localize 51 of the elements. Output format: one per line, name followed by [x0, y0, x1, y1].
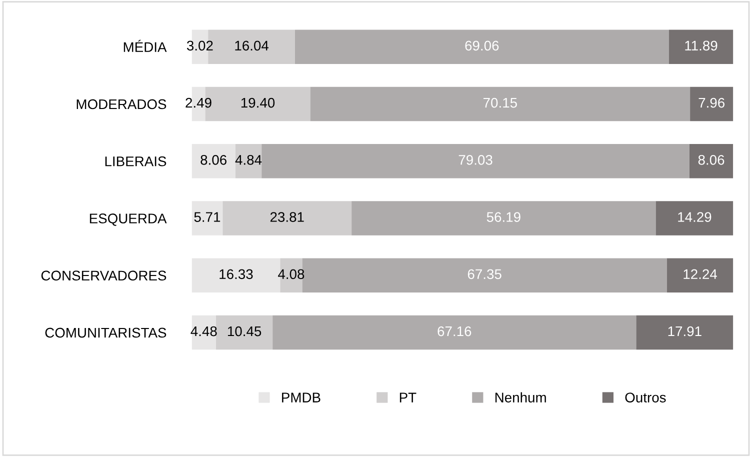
y-tick-label: CONSERVADORES: [41, 270, 166, 281]
data-label: 79.03: [458, 154, 492, 165]
data-label: 4.84: [235, 154, 262, 165]
bar: [222, 201, 352, 236]
data-label: 19.40: [241, 98, 275, 108]
bar: [280, 258, 302, 292]
bar: [636, 315, 734, 350]
data-label: 11.89: [685, 40, 718, 51]
data-label: 12.24: [684, 269, 717, 279]
bar: [272, 315, 636, 350]
data-label: 8.06: [698, 154, 724, 165]
bar: [216, 315, 273, 350]
bar: [666, 258, 734, 292]
data-label: 67.16: [438, 326, 472, 336]
data-label: 70.15: [483, 98, 517, 108]
data-label: 4.08: [278, 269, 304, 280]
y-tick-label: MÉDIA: [124, 40, 167, 52]
legend-label: Nenhum: [495, 392, 546, 402]
bar: [310, 86, 690, 122]
data-label: 4.48: [190, 326, 217, 336]
y-tick-label: LIBERAIS: [105, 156, 166, 166]
data-label: 7.96: [698, 98, 725, 108]
data-label: 16.04: [235, 40, 268, 51]
bar: [690, 86, 734, 122]
bar: [262, 144, 690, 178]
bar: [294, 30, 669, 64]
data-label: 5.71: [194, 212, 220, 222]
data-label: 56.19: [486, 212, 520, 222]
data-label: 23.81: [270, 212, 304, 222]
bar: [689, 144, 734, 178]
legend-label: PMDB: [282, 392, 320, 402]
bar: [352, 201, 656, 236]
bar: [192, 144, 236, 178]
bar: [235, 144, 262, 178]
data-label: 14.29: [678, 212, 712, 222]
data-label: 67.35: [468, 269, 502, 280]
legend-label: Outros: [625, 392, 666, 402]
data-label: 69.06: [465, 40, 499, 51]
y-tick-label: MODERADOS: [76, 99, 166, 110]
data-label: 8.06: [200, 154, 226, 165]
y-tick-label: ESQUERDA: [90, 214, 167, 226]
data-label: 16.33: [220, 269, 253, 280]
y-tick-label: COMUNITARISTAS: [45, 328, 166, 338]
data-label: 2.49: [186, 98, 212, 108]
bar: [192, 201, 223, 236]
data-label: 10.45: [228, 326, 262, 336]
bar: [668, 30, 734, 64]
legend-label: PT: [400, 392, 416, 402]
data-label: 17.91: [668, 326, 702, 336]
bar: [656, 201, 734, 236]
data-label: 3.02: [186, 40, 213, 51]
